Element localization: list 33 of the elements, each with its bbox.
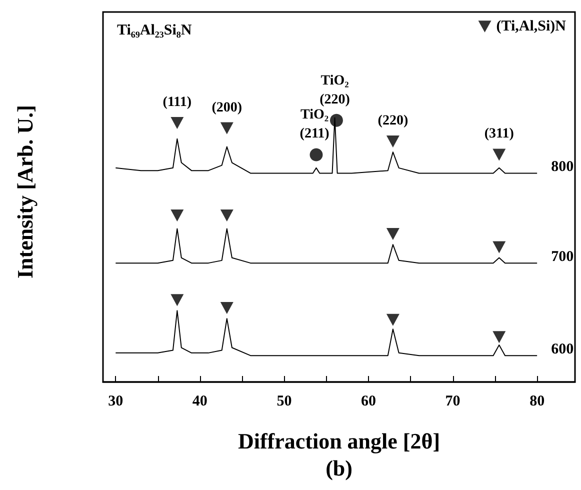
text: (b) [326,456,352,480]
point [386,136,400,148]
chart-title: Ti₆₉Al₂₃Si₈N [117,22,192,38]
point [492,148,506,161]
x-tick-label: 60 [361,394,376,410]
point [220,302,234,314]
annotation: (220) [378,114,408,128]
series-label: 600 [551,342,574,358]
annotation: TiO₂ (220) [320,73,350,108]
series-label: 700 [551,249,574,266]
legend-label: (Ti,Al,Si)N [496,18,566,34]
x-tick-label: 50 [276,394,292,410]
point [170,294,184,306]
point [492,331,506,344]
x-tick-label: 80 [530,394,545,410]
annotation: TiO₂ (211) [300,108,330,142]
point [220,122,234,134]
point [310,148,323,162]
series-label: 800 [551,159,574,176]
point [492,241,506,254]
x-tick-label: 70 [445,394,460,410]
x-tick-label: 40 [192,394,208,410]
point [170,210,184,222]
annotation: (311) [484,126,514,142]
annotation: (200) [212,100,242,116]
point [386,228,400,240]
point [220,210,234,222]
x-axis-title: Diffraction angle [2θ] [238,428,440,454]
x-tick-label: 30 [108,394,124,410]
annotation: (111) [162,95,192,110]
point [386,314,400,326]
point [170,117,184,129]
y-axis-title: Intensity [Arb. U.] [12,104,38,279]
